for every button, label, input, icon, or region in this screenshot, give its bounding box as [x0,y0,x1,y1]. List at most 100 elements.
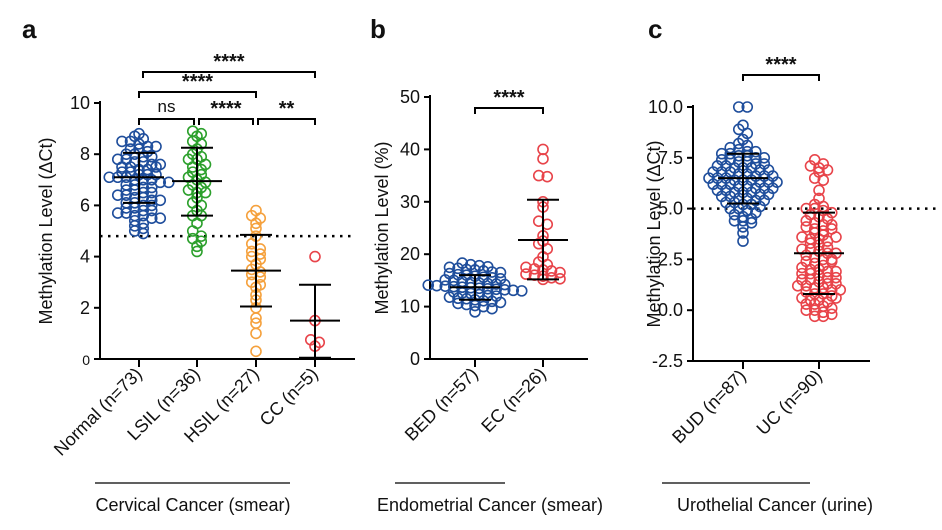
significance-bracket [742,74,820,81]
significance-bracket [142,71,316,78]
data-point [481,282,494,295]
y-tick-label: 2 [80,298,90,318]
data-point [800,221,813,233]
data-point [498,278,511,291]
y-tick-label: 40 [400,139,420,159]
significance-label: **** [210,98,241,120]
y-tick-label: 4 [80,247,90,267]
data-point [741,101,754,113]
significance-bracket [138,118,195,125]
data-point [800,249,813,262]
data-point [537,153,549,165]
significance-bracket [257,118,316,125]
data-point [796,267,808,280]
data-point [145,212,158,224]
data-point [808,172,821,184]
data-point [728,208,741,221]
data-point [145,186,158,199]
data-point [737,221,749,233]
y-tick-label: 0 [410,349,420,369]
y-tick-label: 6 [80,195,90,215]
data-point [498,284,511,296]
group-caption: Endometrial Cancer (smear) [377,495,603,515]
data-point [528,263,541,275]
significance-label: **** [182,71,213,93]
significance-bracket [474,107,544,114]
data-point [830,265,842,278]
y-tick-label: 7.5 [658,148,683,168]
significance-label: ** [279,98,295,120]
data-point [715,147,728,160]
data-point [520,261,532,274]
data-point [162,176,175,189]
y-tick-label: -2.5 [652,351,683,371]
data-point [830,231,842,243]
data-point [486,266,498,278]
data-point [817,200,830,213]
data-point [469,306,481,318]
data-point [439,274,452,286]
data-point [191,240,203,253]
y-tick-label: 10 [400,297,420,317]
x-tick-label: BED (n=57) [401,364,482,445]
data-point [821,164,834,176]
data-point [422,279,435,291]
data-point [120,184,133,196]
data-point [250,217,262,230]
panel-a-cervical: 0 2 4 6 8 10 Methylation Level (ΔCt) Normal (n=… [36,51,355,515]
data-point [443,291,456,303]
data-point [430,279,443,292]
data-point [825,219,838,231]
data-point [724,141,737,154]
data-point [817,174,830,186]
data-point [758,152,771,164]
x-tick-label: Normal (n=73) [50,364,146,460]
data-point [452,262,464,275]
data-point [145,181,158,194]
y-tick-label: 20 [400,244,420,264]
data-point [813,184,825,197]
data-point [486,295,498,308]
significance-label: **** [213,51,244,73]
data-point [515,285,528,297]
data-point [443,261,456,274]
data-point [447,274,460,287]
data-point [796,261,808,274]
data-point [477,295,490,307]
significance-bracket [198,118,254,125]
data-point [120,148,133,160]
data-point [309,250,321,263]
data-point [250,345,262,358]
y-tick-label: 10.0 [648,97,683,117]
data-point [817,310,830,323]
data-point [791,280,804,292]
x-tick-label: BUD (n=87) [668,366,750,448]
data-point [494,296,507,309]
data-point [532,169,545,182]
y-tick-label: 8 [80,144,90,164]
data-point [825,255,838,268]
data-point [745,212,758,225]
data-point [145,204,158,217]
data-point [737,214,749,227]
data-point [111,189,124,201]
data-point [796,231,808,243]
significance-label: **** [765,54,796,76]
y-tick-label: 0.0 [658,300,683,320]
data-point [250,312,262,324]
panel-label-a: a [22,14,37,44]
y-tick-label: 10 [70,93,90,113]
x-tick-label: UC (n=90) [753,366,826,439]
data-point [199,186,212,199]
y-tick-label: 2.5 [658,249,683,269]
data-point [537,143,549,156]
data-point [116,161,128,173]
data-point [737,235,749,247]
data-point [554,266,566,279]
data-point [490,283,503,296]
data-point [250,222,262,235]
data-point [808,298,821,310]
group-caption: Urothelial Cancer (urine) [677,495,873,515]
y-axis-label: Methylation Level (ΔCt) [644,140,664,327]
panel-label-c: c [648,14,662,44]
